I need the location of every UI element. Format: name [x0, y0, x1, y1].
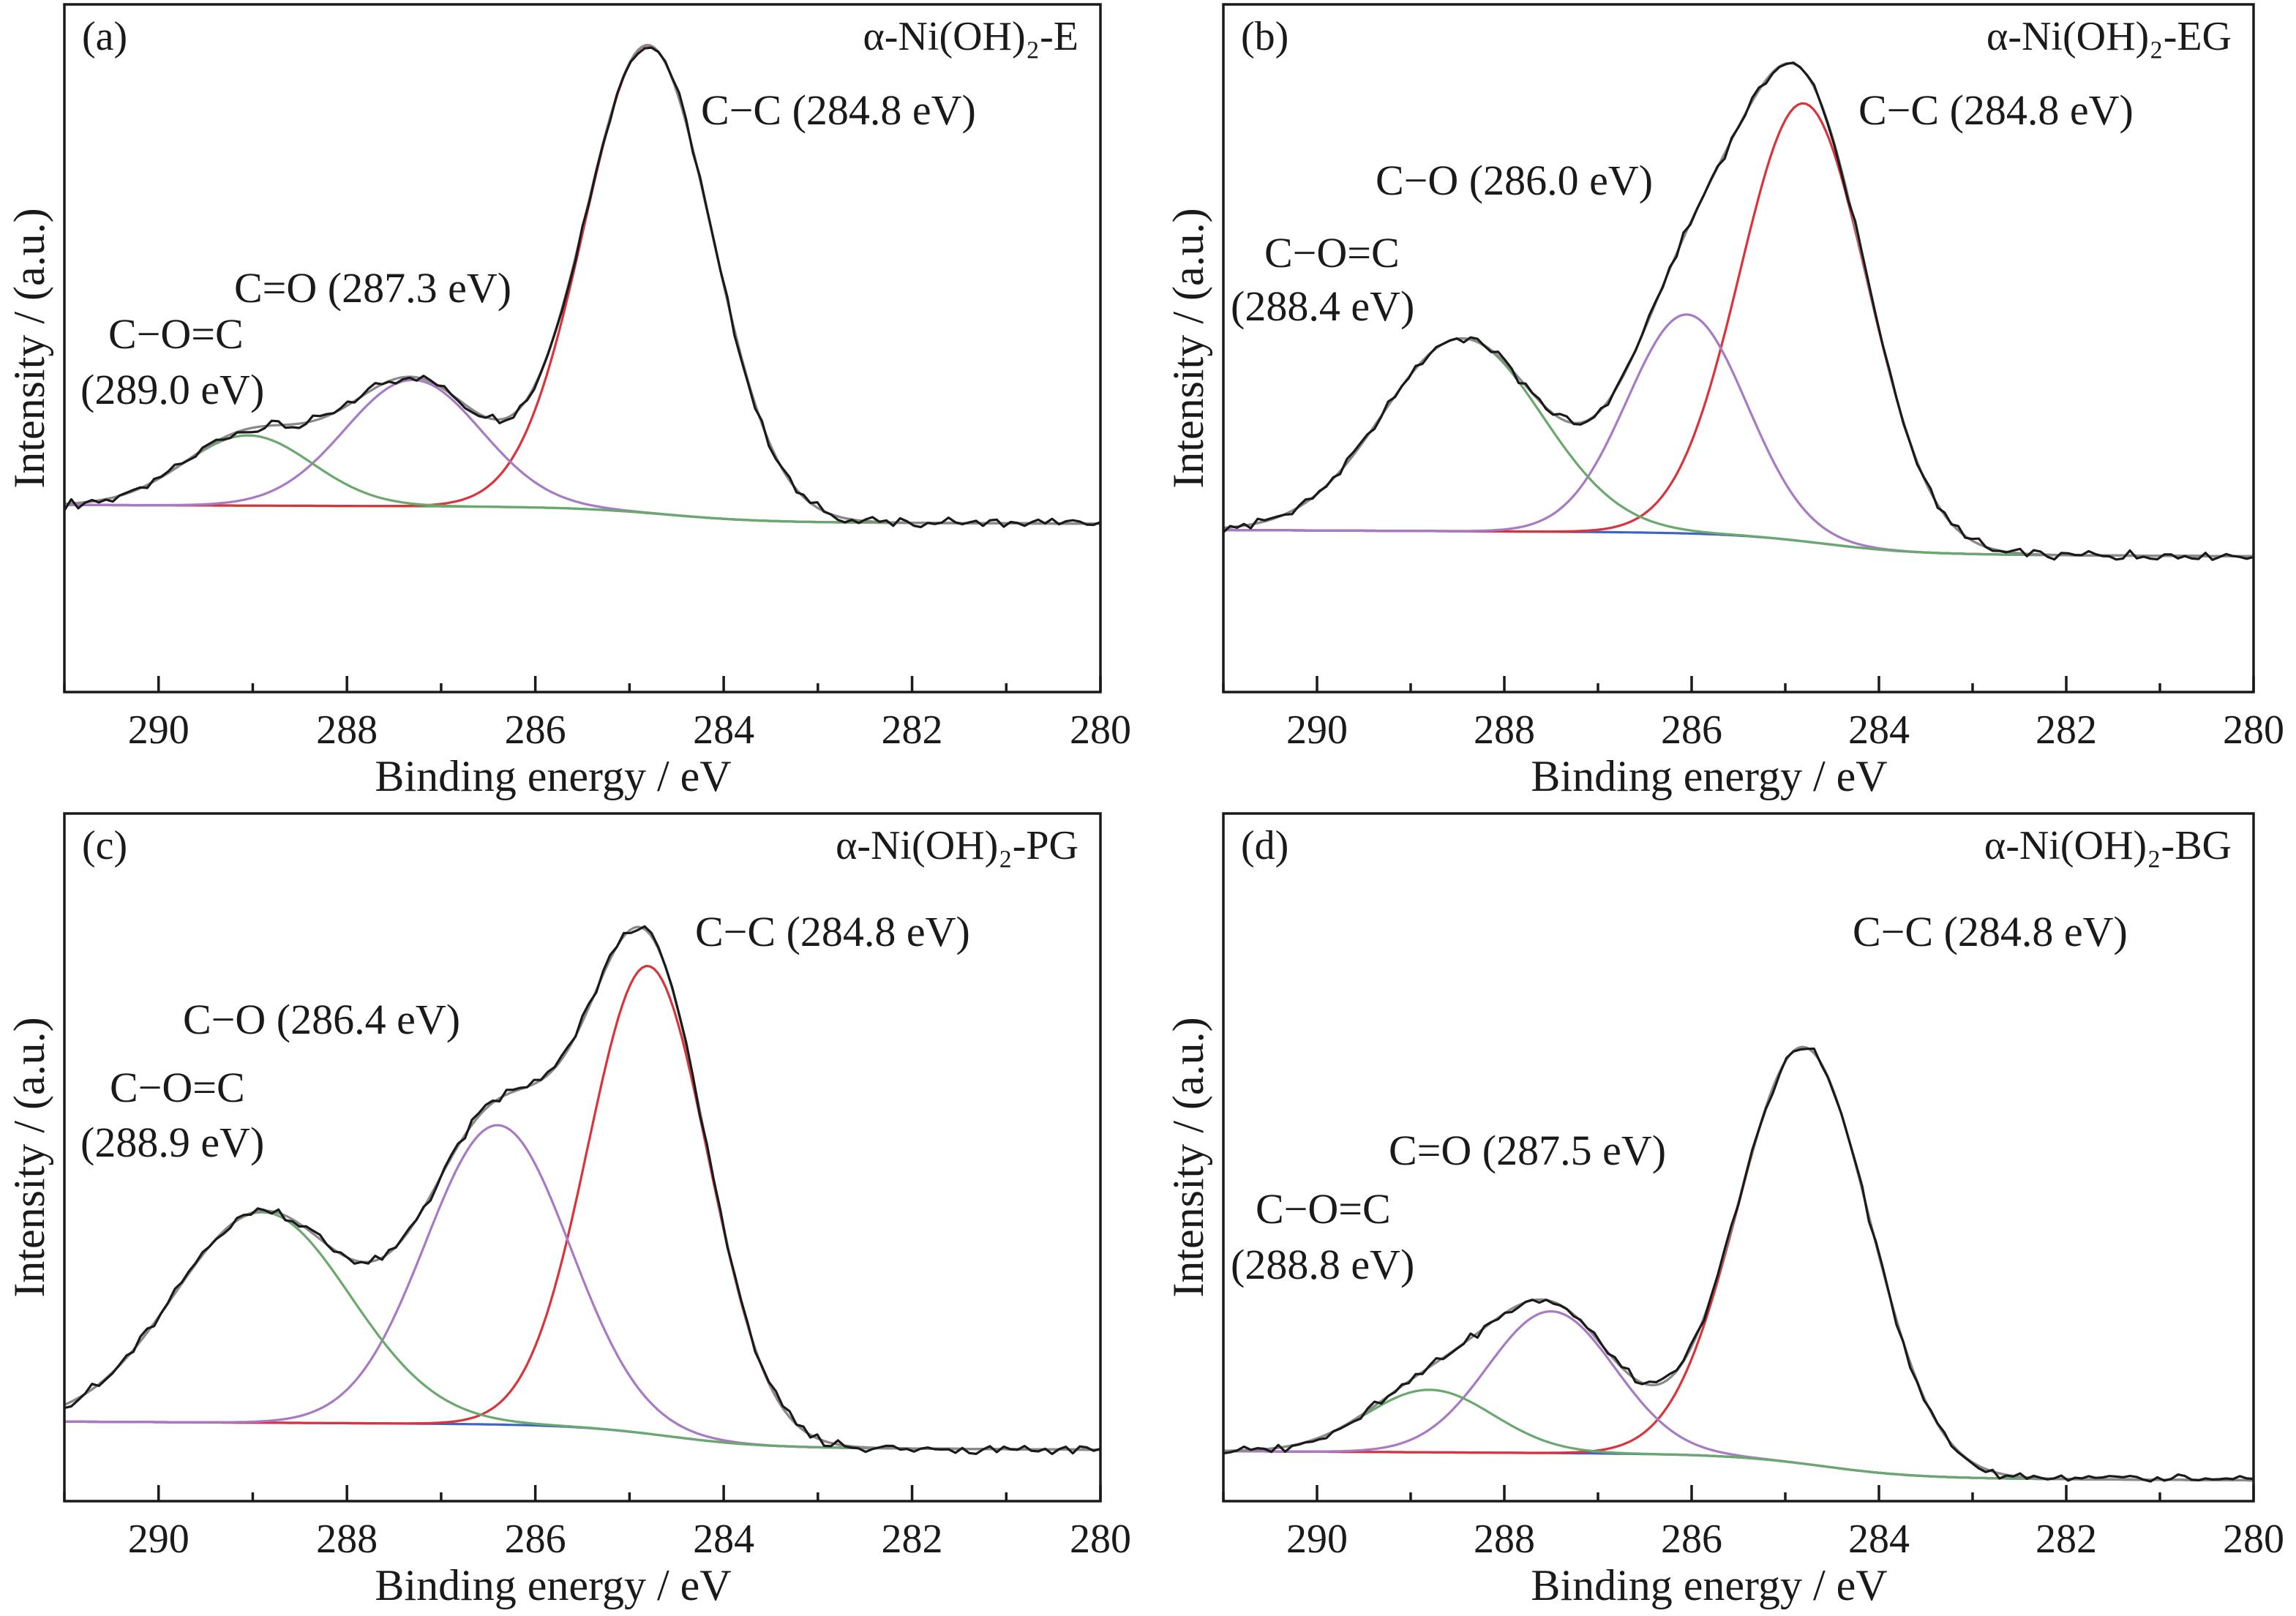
- peak-label-2: C−O (286.4 eV): [183, 996, 460, 1043]
- x-tick-label: 280: [1070, 707, 1131, 753]
- x-tick-label: 286: [505, 1517, 566, 1562]
- raw-spectrum: [64, 46, 1100, 529]
- component-peak-2: [1223, 313, 2254, 557]
- x-tick-label: 288: [316, 1517, 378, 1562]
- x-tick-label: 282: [2036, 707, 2097, 753]
- peak-label-2: C=O (287.5 eV): [1389, 1127, 1666, 1174]
- sample-label: α-Ni(OH)₂-PG: [836, 823, 1078, 868]
- component-peak-3: [64, 434, 1100, 525]
- x-tick-label: 282: [2036, 1517, 2097, 1562]
- raw-spectrum: [1223, 1047, 2254, 1483]
- plot-area: [1223, 1045, 2254, 1483]
- y-axis-title: Intensity / (a.u.): [1164, 208, 1212, 488]
- x-tick-label: 280: [2223, 1517, 2284, 1562]
- sample-label: α-Ni(OH)₂-BG: [1984, 823, 2232, 868]
- x-tick-label: 288: [316, 707, 378, 753]
- x-tick-label: 288: [1474, 1517, 1535, 1562]
- peak-label-1: C−C (284.8 eV): [695, 908, 970, 955]
- plot-frame: [63, 812, 1102, 1503]
- x-tick-label: 282: [882, 707, 943, 753]
- plot-frame: [63, 3, 1102, 694]
- peak-label-3: C−O=C: [110, 1064, 245, 1111]
- panel-label: (a): [82, 14, 127, 59]
- peak-label-3: (288.9 eV): [80, 1119, 264, 1166]
- panel-label: (c): [82, 823, 127, 868]
- x-tick-label: 286: [1661, 707, 1722, 753]
- panel-label: (d): [1241, 823, 1288, 868]
- x-tick-label: 290: [128, 707, 190, 753]
- x-tick-label: 288: [1474, 707, 1535, 753]
- component-peak-3: [64, 1211, 1100, 1451]
- component-peak-3: [1223, 337, 2254, 557]
- y-axis-title: Intensity / (a.u.): [1164, 1017, 1212, 1297]
- panel-label: (b): [1241, 14, 1288, 59]
- x-tick-label: 284: [1848, 707, 1910, 753]
- x-tick-label: 290: [128, 1517, 190, 1562]
- peak-label-2: C−O (286.0 eV): [1376, 157, 1653, 204]
- x-tick-label: 280: [2223, 707, 2284, 753]
- x-tick-label: 284: [693, 1517, 754, 1562]
- x-tick-label: 286: [505, 707, 566, 753]
- panel-a: 290 288 286 284 282 280 Binding energy / eV Int…: [5, 3, 1131, 800]
- x-tick-label: 284: [1848, 1517, 1910, 1562]
- peak-label-1: C−C (284.8 eV): [1858, 86, 2134, 134]
- x-tick-label: 282: [882, 1517, 943, 1562]
- component-peak-2: [1223, 1310, 2254, 1482]
- raw-spectrum: [1223, 61, 2254, 561]
- peak-label-3: (288.8 eV): [1231, 1241, 1414, 1288]
- plot-frame: [1222, 3, 2255, 694]
- background-line: [1223, 528, 2254, 557]
- peak-label-3: C−O=C: [108, 310, 244, 358]
- x-axis-title: Binding energy / eV: [1531, 752, 1887, 800]
- x-tick-label: 286: [1661, 1517, 1722, 1562]
- plot-frame: [1222, 812, 2255, 1503]
- panel-c: 290 288 286 284 282 280 Binding energy / eV Int…: [5, 812, 1131, 1609]
- x-axis-title: Binding energy / eV: [1531, 1561, 1887, 1609]
- panel-b: 290 288 286 284 282 280 Binding energy / eV Int…: [1164, 3, 2284, 800]
- y-axis-title: Intensity / (a.u.): [5, 208, 53, 488]
- plot-area: [64, 925, 1100, 1456]
- plot-area: [64, 43, 1100, 529]
- peak-label-1: C−C (284.8 eV): [1853, 908, 2128, 955]
- x-tick-label: 280: [1070, 1517, 1131, 1562]
- raw-spectrum: [64, 925, 1100, 1456]
- peak-label-3: C−O=C: [1264, 229, 1400, 277]
- peak-label-2: C=O (287.3 eV): [234, 264, 511, 312]
- plot-area: [1223, 61, 2254, 561]
- sample-label: α-Ni(OH)₂-E: [863, 14, 1078, 59]
- panel-d: 290 288 286 284 282 280 Binding energy / eV Int…: [1164, 812, 2284, 1609]
- background-line: [64, 1420, 1100, 1451]
- x-tick-label: 290: [1286, 1517, 1348, 1562]
- x-tick-label: 290: [1286, 707, 1348, 753]
- y-axis-title: Intensity / (a.u.): [5, 1017, 53, 1297]
- x-axis-title: Binding energy / eV: [375, 752, 731, 800]
- peak-label-3: (289.0 eV): [80, 366, 264, 413]
- peak-label-3: (288.4 eV): [1231, 282, 1414, 330]
- peak-label-1: C−C (284.8 eV): [701, 86, 976, 134]
- x-axis-title: Binding energy / eV: [375, 1561, 731, 1609]
- peak-label-3: C−O=C: [1256, 1185, 1391, 1233]
- x-tick-label: 284: [693, 707, 754, 753]
- sample-label: α-Ni(OH)₂-EG: [1987, 14, 2232, 59]
